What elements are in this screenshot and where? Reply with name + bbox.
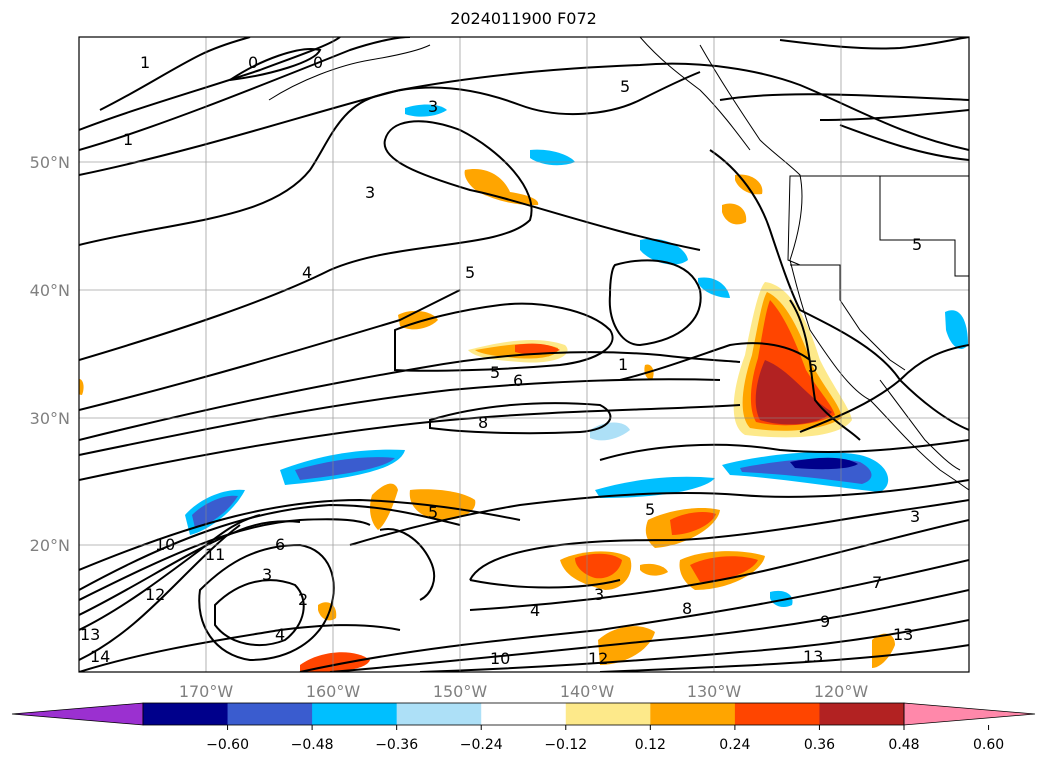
longitude-labels: 170°W 160°W 150°W 140°W 130°W 120°W <box>179 682 869 701</box>
contour-label: 1 <box>140 53 150 72</box>
contour-label: 0 <box>313 53 323 72</box>
colorbar-tick-label: −0.12 <box>544 737 587 753</box>
contour-label: 12 <box>145 585 165 604</box>
lat-label: 50°N <box>30 153 70 172</box>
colorbar-bin <box>565 703 651 725</box>
contour-label: 8 <box>478 413 488 432</box>
colorbar-tick-label: 0.60 <box>973 737 1004 753</box>
map-plot-area: 1 0 0 1 3 5 3 4 5 5 6 1 8 5 5 3 5 5 3 6 … <box>79 37 969 672</box>
contour-label: 3 <box>594 585 604 604</box>
colorbar-tick-label: 0.24 <box>719 737 750 753</box>
colorbar-extend-high <box>903 702 1036 726</box>
lat-label: 30°N <box>30 409 70 428</box>
contour-label: 13 <box>893 625 913 644</box>
contour-label: 5 <box>912 235 922 254</box>
colorbar-bin <box>734 703 820 725</box>
contour-label: 11 <box>205 545 225 564</box>
contour-label: 12 <box>588 649 608 668</box>
contour-label: 4 <box>275 625 285 644</box>
contour-label: 7 <box>872 573 882 592</box>
contour-label: 5 <box>465 263 475 282</box>
contour-label: 3 <box>428 97 438 116</box>
contour-label: 13 <box>803 647 823 666</box>
contour-label: 13 <box>80 625 100 644</box>
contour-label: 3 <box>910 507 920 526</box>
map-title: 2024011900 F072 <box>450 9 597 28</box>
contour-label: 5 <box>490 363 500 382</box>
contour-label: 5 <box>620 77 630 96</box>
colorbar-extend-low <box>11 702 144 726</box>
colorbar-tick-label: 0.12 <box>635 737 666 753</box>
colorbar-bin <box>312 703 398 725</box>
contour-labels: 1 0 0 1 3 5 3 4 5 5 6 1 8 5 5 3 5 5 3 6 … <box>80 53 922 668</box>
lon-label: 150°W <box>433 682 488 701</box>
colorbar-tick-label: −0.36 <box>375 737 418 753</box>
colorbar-bin <box>396 703 482 725</box>
lon-label: 130°W <box>687 682 742 701</box>
contour-label: 6 <box>275 535 285 554</box>
contour-label: 10 <box>155 535 175 554</box>
colorbar-frame <box>142 702 905 726</box>
contour-label: 9 <box>820 612 830 631</box>
lat-label: 40°N <box>30 281 70 300</box>
colorbar-bin <box>227 703 313 725</box>
contour-label: 5 <box>428 503 438 522</box>
colorbar-tick-label: −0.60 <box>206 737 249 753</box>
colorbar-tick-label: −0.24 <box>460 737 503 753</box>
contour-label: 3 <box>262 565 272 584</box>
contour-label: 0 <box>248 53 258 72</box>
colorbar-bin <box>481 703 567 725</box>
latitude-labels: 50°N 40°N 30°N 20°N <box>30 153 70 555</box>
lon-label: 140°W <box>560 682 615 701</box>
contour-lines <box>79 37 969 672</box>
contour-label: 4 <box>530 601 540 620</box>
colorbar: −0.60 −0.48 −0.36 −0.24 −0.12 0.12 0.24 0.36 0.4… <box>11 702 1036 753</box>
contour-label: 5 <box>808 357 818 376</box>
contour-label: 1 <box>618 355 628 374</box>
colorbar-bin <box>819 703 905 725</box>
lat-label: 20°N <box>30 536 70 555</box>
graticule <box>79 37 969 672</box>
contour-label: 10 <box>490 649 510 668</box>
lon-label: 160°W <box>306 682 361 701</box>
colorbar-tick-label: 0.48 <box>888 737 919 753</box>
contour-label: 8 <box>682 599 692 618</box>
colorbar-tick-label: −0.48 <box>291 737 334 753</box>
coastlines <box>268 37 969 491</box>
colorbar-bin <box>650 703 736 725</box>
contour-label: 14 <box>90 647 110 666</box>
contour-label: 5 <box>645 500 655 519</box>
plot-frame <box>78 36 970 673</box>
lon-label: 120°W <box>814 682 869 701</box>
contour-label: 6 <box>513 371 523 390</box>
contour-label: 3 <box>365 183 375 202</box>
lon-label: 170°W <box>179 682 234 701</box>
colorbar-tick-label: 0.36 <box>804 737 835 753</box>
contour-label: 1 <box>123 130 133 149</box>
contour-label: 4 <box>302 263 312 282</box>
contour-label: 2 <box>298 590 308 609</box>
colorbar-bin <box>143 703 229 725</box>
